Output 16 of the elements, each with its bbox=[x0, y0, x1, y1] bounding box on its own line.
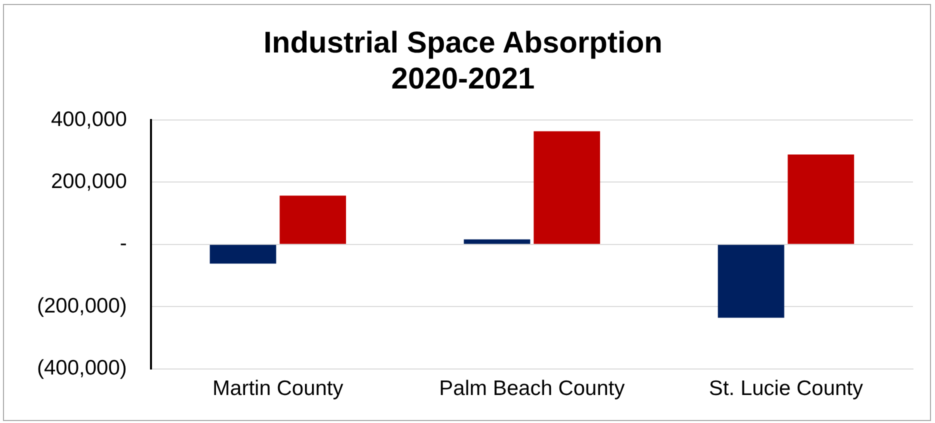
y-tick-label: 200,000 bbox=[50, 170, 127, 193]
text: Industrial Space Absorption bbox=[264, 26, 662, 60]
bar bbox=[210, 244, 276, 264]
y-tick-label: - bbox=[120, 232, 127, 256]
x-tick-label: Palm Beach County bbox=[439, 377, 626, 400]
text: 2020-2021 bbox=[391, 62, 535, 96]
bar bbox=[788, 154, 854, 244]
x-tick-label: St. Lucie County bbox=[708, 377, 864, 400]
bar bbox=[280, 196, 346, 244]
bar bbox=[718, 244, 784, 318]
bar bbox=[534, 131, 600, 244]
y-tick-label: (200,000) bbox=[36, 294, 127, 318]
x-tick-label: Martin County bbox=[212, 377, 344, 400]
y-tick-label: 400,000 bbox=[50, 108, 127, 131]
bar bbox=[464, 239, 530, 244]
y-tick-label: (400,000) bbox=[36, 356, 127, 380]
